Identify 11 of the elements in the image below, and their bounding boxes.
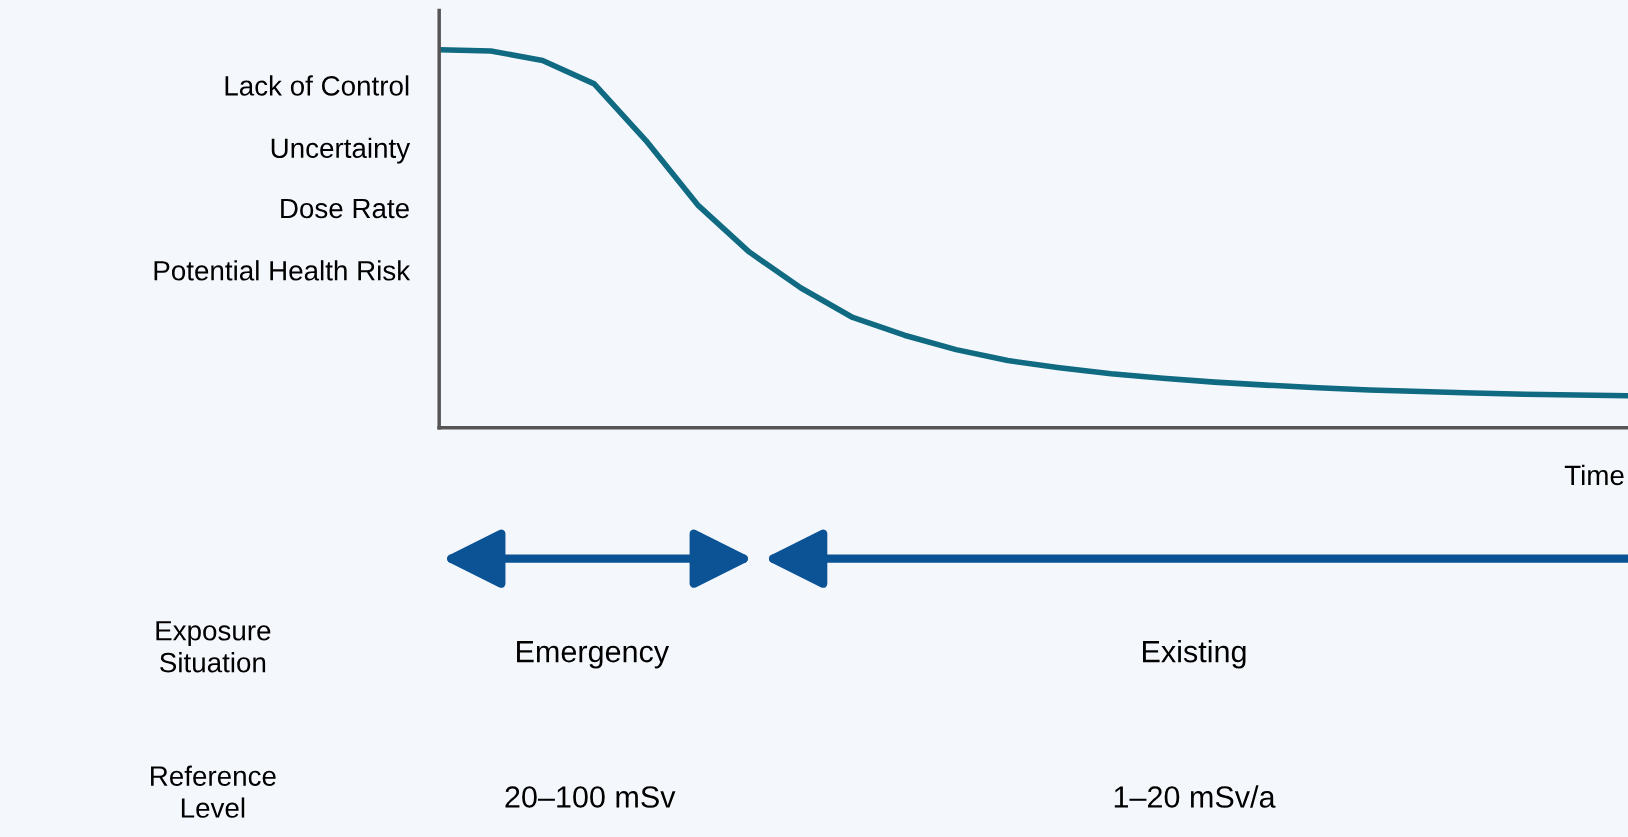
text: Potential Health Risk — [154, 260, 411, 281]
text: Dose Rate — [281, 198, 409, 219]
text: Emergency — [517, 641, 670, 669]
text: Uncertainty — [271, 137, 411, 164]
text: Existing — [1143, 639, 1246, 669]
text: 20–100 mSv — [505, 786, 676, 808]
text: 1–20 mSv/a — [1114, 785, 1276, 808]
text: Reference Level — [151, 765, 276, 818]
x-axis-title: Time — [1564, 464, 1624, 486]
text: Exposure Situation — [156, 621, 271, 673]
text: Lack of Control — [225, 75, 409, 96]
